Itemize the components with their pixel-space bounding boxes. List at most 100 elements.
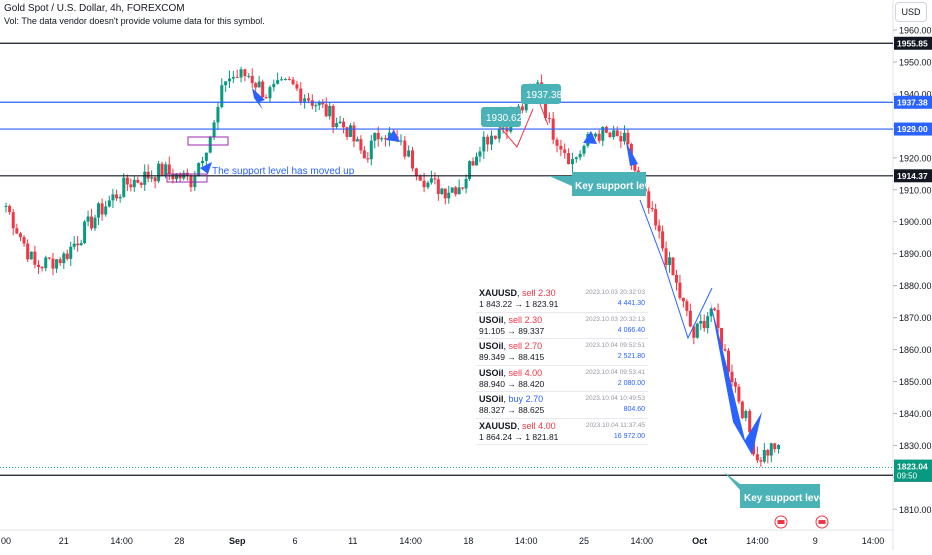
level-price-tag: [894, 122, 932, 136]
projection-path: [639, 199, 713, 340]
candle-body: [239, 69, 243, 78]
support-zone-box: [187, 136, 229, 146]
candle-body: [478, 151, 482, 157]
candle-body: [450, 187, 454, 193]
candle-body: [597, 133, 601, 141]
candle-body: [44, 257, 48, 269]
x-tick-label: 00: [1, 536, 11, 546]
candle-body: [422, 180, 426, 188]
candle-body: [762, 449, 766, 462]
candle-body: [418, 176, 422, 181]
candle-body: [384, 138, 388, 140]
callout-box: [549, 172, 646, 196]
y-tick-label: 1910.00: [899, 185, 932, 195]
candle-body: [321, 102, 325, 105]
candle-body: [261, 81, 265, 98]
volume-note: Vol: The data vendor doesn't provide vol…: [4, 16, 265, 26]
candle-body: [547, 117, 551, 119]
candle-body: [303, 98, 307, 102]
candle-body: [345, 127, 349, 137]
candle-body: [671, 257, 675, 275]
callout-zigzag: [499, 103, 549, 148]
candle-body: [567, 153, 571, 165]
level-price-label: 1929.00: [897, 124, 928, 134]
candle-body: [555, 139, 559, 146]
candle-body: [594, 133, 598, 137]
direction-arrow: [386, 130, 400, 142]
trade-symbol: USOil: [479, 394, 504, 404]
candle-body: [272, 83, 276, 88]
candle-body: [129, 184, 133, 188]
support-moved-annotation: The support level has moved up: [212, 166, 355, 177]
candle-body: [359, 139, 363, 151]
candle-body: [563, 149, 567, 154]
candle-body: [8, 205, 12, 213]
candle-body: [414, 168, 418, 177]
candle-body: [604, 126, 608, 133]
currency-button[interactable]: USD: [895, 2, 927, 22]
candle-body: [338, 121, 342, 124]
trade-profit: 2 521.80: [617, 353, 645, 360]
candle-body: [224, 81, 228, 86]
trade-lots: 2.30: [524, 314, 543, 325]
y-tick-label: 1900.00: [899, 217, 932, 227]
candle-body: [37, 264, 41, 267]
candle-body: [352, 125, 356, 142]
x-tick-label: 28: [174, 536, 184, 546]
candle-body: [62, 253, 66, 264]
candle-body: [55, 259, 59, 269]
trade-profit: 804.60: [623, 406, 645, 413]
candle-body: [626, 132, 630, 145]
trade-prices: 91.105 → 89.337: [479, 325, 545, 336]
candle-body: [486, 136, 490, 145]
candle-body: [306, 98, 310, 101]
candle-body: [474, 156, 478, 166]
candle-body: [243, 69, 247, 77]
candle-body: [153, 177, 157, 182]
candle-body: [411, 150, 415, 169]
candle-body: [79, 243, 83, 246]
key-support-annotation: Key support level: [575, 181, 659, 192]
candle-body: [125, 177, 129, 185]
candle-body: [497, 128, 501, 139]
trade-profit: 4 441.30: [617, 300, 645, 307]
trade-row: USOil, sell 2.30 91.105 → 89.337 2023.10…: [476, 313, 648, 339]
candle-body: [299, 88, 303, 102]
candle-body: [543, 96, 547, 118]
y-tick-label: 1830.00: [899, 441, 932, 451]
candle-body: [4, 205, 8, 207]
y-tick-label: 1880.00: [899, 281, 932, 291]
candle-body: [559, 145, 563, 150]
direction-arrow: [200, 162, 212, 174]
y-tick-label: 1850.00: [899, 377, 932, 387]
trade-row: XAUUSD, sell 4.00 1 864.24 → 1 821.81 20…: [476, 419, 648, 445]
candle-body: [457, 187, 461, 195]
candle-body: [216, 107, 220, 123]
candle-body: [314, 105, 318, 107]
candle-body: [295, 84, 299, 89]
candle-body: [755, 454, 759, 461]
trade-lots: 2.70: [524, 341, 543, 351]
candle-body: [619, 136, 623, 142]
candle-body: [18, 233, 22, 238]
candle-body: [493, 135, 497, 139]
candle-body: [699, 320, 703, 324]
x-tick-label: Sep: [229, 536, 246, 546]
candle-body: [464, 178, 468, 189]
candle-body: [748, 410, 752, 433]
y-tick-label: 1870.00: [899, 313, 932, 323]
trade-profit: 4 066.40: [617, 326, 645, 334]
price-callout-box: [481, 107, 521, 127]
candle-body: [702, 320, 706, 329]
candle-body: [335, 123, 339, 127]
candle-body: [661, 231, 665, 249]
candle-body: [706, 316, 710, 329]
candle-body: [65, 253, 69, 259]
x-tick-label: Oct: [692, 536, 707, 546]
candle-body: [759, 460, 763, 462]
candle-body: [692, 326, 696, 338]
direction-arrow: [583, 131, 597, 144]
level-price-tag: [894, 36, 932, 50]
